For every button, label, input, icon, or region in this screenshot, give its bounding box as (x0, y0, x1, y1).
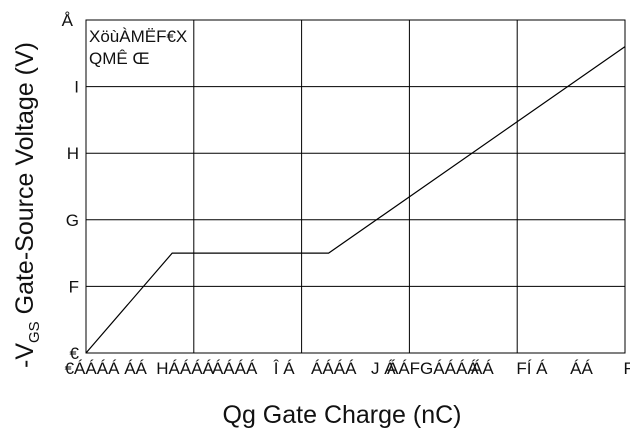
y-axis-label-subscript: GS (26, 321, 43, 343)
y-tick-label: G (66, 211, 79, 230)
y-axis-label: -VGS Gate-Source Voltage (V) (11, 42, 43, 368)
plot-area-border (85, 19, 626, 354)
plot-frame (85, 19, 626, 354)
y-tick-label: € (70, 344, 80, 363)
series (85, 46, 626, 354)
annotation: XöùÀMËF€X QMÊ Œ (89, 27, 187, 68)
x-tick-label: HÁÁÁÁ (156, 359, 214, 378)
y-axis-label-rest: Gate-Source Voltage (V) (11, 42, 39, 321)
x-tick-label: ÁÁ (124, 359, 147, 378)
y-tick-labels: € F G H I Å (62, 11, 80, 363)
y-tick-label: I (74, 78, 79, 97)
y-axis-label-prefix: -V (11, 343, 39, 368)
grid (86, 20, 626, 353)
x-tick-label: ÁÁÁÁ (311, 359, 357, 378)
y-tick-label: Å (62, 11, 74, 30)
x-tick-label: ÁÁ (471, 359, 494, 378)
y-tick-label: H (67, 144, 79, 163)
series-line (85, 46, 626, 354)
y-tick-label: F (69, 277, 79, 296)
x-tick-label: ÁÁÁÁ (212, 359, 258, 378)
x-tick-label: FÌ (623, 359, 630, 378)
x-tick-label: FÍ Á (516, 359, 548, 378)
x-tick-label: Î Á (273, 359, 295, 378)
annotation-line: XöùÀMËF€X (89, 27, 187, 46)
x-tick-label: €ÁÁÁÁ (65, 359, 120, 378)
x-tick-label: J Á (371, 359, 396, 378)
annotation-line: QMÊ Œ (89, 49, 149, 68)
x-tick-label: ÁÁFGÁÁÁÁ (387, 359, 479, 378)
x-tick-label: ÁÁ (570, 359, 593, 378)
x-axis-label: Qg Gate Charge (nC) (223, 401, 462, 429)
